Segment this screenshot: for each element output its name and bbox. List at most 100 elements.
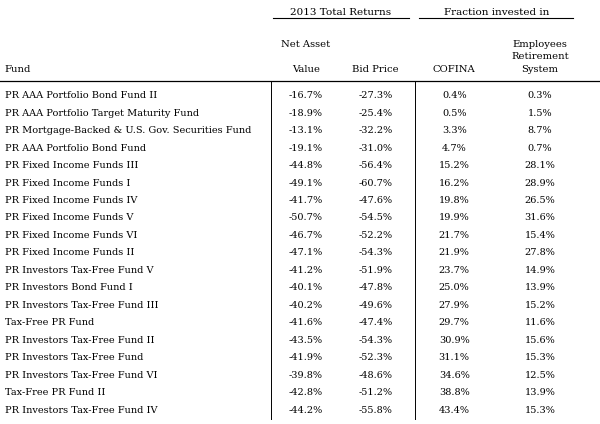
Text: Tax-Free PR Fund II: Tax-Free PR Fund II	[5, 388, 105, 397]
Text: -25.4%: -25.4%	[359, 109, 392, 117]
Text: 19.9%: 19.9%	[439, 213, 470, 223]
Text: -19.1%: -19.1%	[289, 144, 323, 153]
Text: 4.7%: 4.7%	[442, 144, 467, 153]
Text: Tax-Free PR Fund: Tax-Free PR Fund	[5, 318, 94, 327]
Text: 26.5%: 26.5%	[524, 196, 556, 205]
Text: 15.3%: 15.3%	[524, 406, 556, 415]
Text: 27.8%: 27.8%	[524, 248, 556, 257]
Text: -27.3%: -27.3%	[358, 91, 393, 100]
Text: PR AAA Portfolio Bond Fund: PR AAA Portfolio Bond Fund	[5, 144, 146, 153]
Text: 15.6%: 15.6%	[524, 336, 556, 345]
Text: PR Investors Tax-Free Fund V: PR Investors Tax-Free Fund V	[5, 266, 154, 275]
Text: PR Mortgage-Backed & U.S. Gov. Securities Fund: PR Mortgage-Backed & U.S. Gov. Securitie…	[5, 126, 251, 135]
Text: -52.3%: -52.3%	[359, 353, 392, 362]
Text: -39.8%: -39.8%	[289, 371, 323, 380]
Text: 16.2%: 16.2%	[439, 179, 470, 187]
Text: -18.9%: -18.9%	[289, 109, 323, 117]
Text: -55.8%: -55.8%	[359, 406, 392, 415]
Text: 38.8%: 38.8%	[439, 388, 470, 397]
Text: PR Investors Tax-Free Fund III: PR Investors Tax-Free Fund III	[5, 301, 158, 310]
Text: 0.3%: 0.3%	[527, 91, 553, 100]
Text: 1.5%: 1.5%	[527, 109, 553, 117]
Text: -13.1%: -13.1%	[289, 126, 323, 135]
Text: -52.2%: -52.2%	[359, 231, 392, 240]
Text: 15.3%: 15.3%	[524, 353, 556, 362]
Text: 12.5%: 12.5%	[524, 371, 556, 380]
Text: 14.9%: 14.9%	[524, 266, 556, 275]
Text: -43.5%: -43.5%	[289, 336, 323, 345]
Text: -56.4%: -56.4%	[359, 161, 392, 170]
Text: 3.3%: 3.3%	[442, 126, 467, 135]
Text: -44.8%: -44.8%	[289, 161, 323, 170]
Text: -49.6%: -49.6%	[359, 301, 392, 310]
Text: Retirement: Retirement	[511, 53, 569, 61]
Text: PR Fixed Income Funds IV: PR Fixed Income Funds IV	[5, 196, 137, 205]
Text: -32.2%: -32.2%	[358, 126, 393, 135]
Text: 27.9%: 27.9%	[439, 301, 470, 310]
Text: 15.4%: 15.4%	[524, 231, 556, 240]
Text: System: System	[521, 65, 559, 74]
Text: -54.5%: -54.5%	[359, 213, 392, 223]
Text: PR Fixed Income Funds I: PR Fixed Income Funds I	[5, 179, 130, 187]
Text: PR Fixed Income Funds V: PR Fixed Income Funds V	[5, 213, 133, 223]
Text: -51.9%: -51.9%	[359, 266, 392, 275]
Text: 30.9%: 30.9%	[439, 336, 470, 345]
Text: PR AAA Portfolio Target Maturity Fund: PR AAA Portfolio Target Maturity Fund	[5, 109, 199, 117]
Text: -41.6%: -41.6%	[289, 318, 323, 327]
Text: -16.7%: -16.7%	[289, 91, 323, 100]
Text: -47.8%: -47.8%	[359, 283, 392, 293]
Text: PR Fixed Income Funds III: PR Fixed Income Funds III	[5, 161, 138, 170]
Text: -46.7%: -46.7%	[289, 231, 323, 240]
Text: -60.7%: -60.7%	[359, 179, 392, 187]
Text: PR Fixed Income Funds II: PR Fixed Income Funds II	[5, 248, 134, 257]
Text: 21.9%: 21.9%	[439, 248, 470, 257]
Text: 25.0%: 25.0%	[439, 283, 470, 293]
Text: 28.1%: 28.1%	[524, 161, 556, 170]
Text: 0.7%: 0.7%	[527, 144, 553, 153]
Text: -48.6%: -48.6%	[359, 371, 392, 380]
Text: 31.1%: 31.1%	[439, 353, 470, 362]
Text: 2013 Total Returns: 2013 Total Returns	[290, 8, 391, 17]
Text: -31.0%: -31.0%	[359, 144, 392, 153]
Text: 0.5%: 0.5%	[442, 109, 466, 117]
Text: 21.7%: 21.7%	[439, 231, 470, 240]
Text: -42.8%: -42.8%	[289, 388, 323, 397]
Text: -41.2%: -41.2%	[289, 266, 323, 275]
Text: -50.7%: -50.7%	[289, 213, 323, 223]
Text: 11.6%: 11.6%	[524, 318, 556, 327]
Text: Bid Price: Bid Price	[352, 65, 399, 74]
Text: PR Investors Tax-Free Fund IV: PR Investors Tax-Free Fund IV	[5, 406, 157, 415]
Text: PR Investors Bond Fund I: PR Investors Bond Fund I	[5, 283, 133, 293]
Text: 13.9%: 13.9%	[524, 283, 556, 293]
Text: 0.4%: 0.4%	[442, 91, 467, 100]
Text: 34.6%: 34.6%	[439, 371, 470, 380]
Text: Value: Value	[292, 65, 320, 74]
Text: -47.4%: -47.4%	[358, 318, 393, 327]
Text: 28.9%: 28.9%	[524, 179, 556, 187]
Text: -54.3%: -54.3%	[359, 248, 392, 257]
Text: 19.8%: 19.8%	[439, 196, 470, 205]
Text: COFINA: COFINA	[433, 65, 476, 74]
Text: PR Investors Tax-Free Fund II: PR Investors Tax-Free Fund II	[5, 336, 154, 345]
Text: 31.6%: 31.6%	[524, 213, 556, 223]
Text: -51.2%: -51.2%	[359, 388, 392, 397]
Text: 8.7%: 8.7%	[527, 126, 553, 135]
Text: PR Investors Tax-Free Fund: PR Investors Tax-Free Fund	[5, 353, 143, 362]
Text: PR AAA Portfolio Bond Fund II: PR AAA Portfolio Bond Fund II	[5, 91, 157, 100]
Text: -54.3%: -54.3%	[359, 336, 392, 345]
Text: PR Fixed Income Funds VI: PR Fixed Income Funds VI	[5, 231, 137, 240]
Text: Net Asset: Net Asset	[281, 40, 331, 49]
Text: -41.7%: -41.7%	[289, 196, 323, 205]
Text: -49.1%: -49.1%	[289, 179, 323, 187]
Text: 15.2%: 15.2%	[524, 301, 556, 310]
Text: 29.7%: 29.7%	[439, 318, 470, 327]
Text: Fraction invested in: Fraction invested in	[445, 8, 550, 17]
Text: 23.7%: 23.7%	[439, 266, 470, 275]
Text: -40.2%: -40.2%	[289, 301, 323, 310]
Text: -47.6%: -47.6%	[359, 196, 392, 205]
Text: Employees: Employees	[512, 40, 568, 49]
Text: 15.2%: 15.2%	[439, 161, 470, 170]
Text: 13.9%: 13.9%	[524, 388, 556, 397]
Text: Fund: Fund	[5, 65, 31, 74]
Text: -47.1%: -47.1%	[289, 248, 323, 257]
